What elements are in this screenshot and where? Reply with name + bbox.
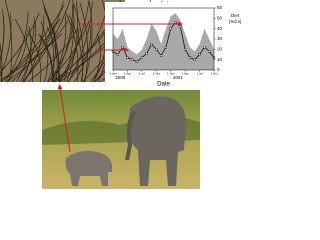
- y-tick-label: 60: [217, 5, 223, 10]
- x-tick-label: 1 Apr: [182, 71, 189, 75]
- y-tick-label: 40: [217, 26, 223, 31]
- x-tick-label: 1 Oct: [153, 71, 160, 75]
- grass-blade: [41, 0, 55, 83]
- x-tick-label: 1 Jul: [139, 71, 146, 75]
- point: [150, 43, 153, 46]
- grass-blade: [43, 9, 60, 83]
- elephant-photo: [42, 90, 200, 189]
- point: [121, 46, 124, 49]
- grass-blade: [92, 33, 101, 83]
- x-axis-label: Date: [157, 82, 170, 88]
- point: [159, 54, 163, 57]
- point: [131, 58, 134, 61]
- grass-blade: [0, 59, 2, 83]
- grass-blade: [14, 18, 33, 83]
- arrows: [57, 21, 183, 153]
- grass-blade: [67, 10, 107, 83]
- y-tick-label: 0: [217, 67, 220, 72]
- grass-blade: [0, 42, 3, 83]
- grass-blade: [64, 10, 79, 83]
- point: [135, 60, 139, 63]
- x-tick-label: 1 Oct: [210, 71, 217, 75]
- grass-blade: [38, 33, 53, 83]
- point: [179, 25, 182, 28]
- grass-blade: [59, 28, 80, 83]
- grass-blade: [19, 22, 37, 83]
- point: [145, 52, 148, 55]
- y-tick-label: 30: [217, 36, 223, 41]
- x-tick-label: 1 Jan: [167, 71, 175, 75]
- grass-blade: [43, 6, 60, 83]
- grass-blade: [66, 1, 78, 83]
- point: [184, 48, 187, 51]
- series-line: [112, 21, 215, 63]
- grass-blade: [11, 22, 56, 83]
- point: [198, 53, 201, 56]
- point: [174, 21, 177, 24]
- grass-blade: [40, 21, 49, 83]
- point: [116, 53, 119, 56]
- grass-blade: [22, 0, 71, 83]
- graphical-abstract: 0 10 20 30 40 50 60 1 Jan 1 Apr 1 Jul 1 Oct 1 Jan 1 …: [0, 0, 246, 189]
- grass-blade: [4, 11, 29, 83]
- grass-blade: [27, 29, 78, 83]
- point: [126, 56, 129, 59]
- grass-blade: [68, 2, 93, 83]
- year-label: 2001: [173, 75, 184, 80]
- y-tick-label: 50: [217, 16, 223, 21]
- y-tick-label: 10: [217, 57, 223, 62]
- grass-blade: [22, 1, 64, 83]
- grass-blade: [73, 3, 84, 83]
- grass-blade: [47, 26, 57, 83]
- x-tick-label: 1 Jan: [109, 71, 117, 75]
- grass-blade: [16, 17, 35, 83]
- x-tick-label: 1 Apr: [124, 71, 131, 75]
- year-label: 2000: [115, 75, 126, 80]
- grass-blade: [0, 13, 12, 77]
- grass-blade: [0, 18, 5, 61]
- point: [164, 46, 168, 49]
- point: [188, 56, 192, 59]
- point: [140, 56, 143, 59]
- grass-blade: [51, 16, 67, 83]
- x-tick-label: 1 Jul: [196, 71, 203, 75]
- point: [193, 58, 196, 61]
- grass-blade: [6, 21, 69, 83]
- point: [155, 48, 158, 51]
- y-axis-label: Diet: [231, 13, 240, 18]
- y-axis-label: (%C4): [229, 19, 242, 24]
- grass-blade: [63, 0, 75, 83]
- y-tick-label: 20: [217, 47, 223, 52]
- grass-blade: [0, 12, 40, 74]
- grass-blade: [79, 2, 88, 83]
- point: [208, 50, 211, 53]
- grass-blade: [21, 26, 32, 83]
- grass-blade: [46, 26, 58, 83]
- chart-panel: 0 10 20 30 40 50 60 1 Jan 1 Apr 1 Jul 1 Oct 1 Jan 1 …: [105, 2, 246, 90]
- point: [169, 27, 172, 30]
- point: [203, 46, 206, 49]
- grass-blade: [47, 20, 90, 83]
- grass-blade: [93, 32, 106, 83]
- grass-blade: [26, 30, 42, 83]
